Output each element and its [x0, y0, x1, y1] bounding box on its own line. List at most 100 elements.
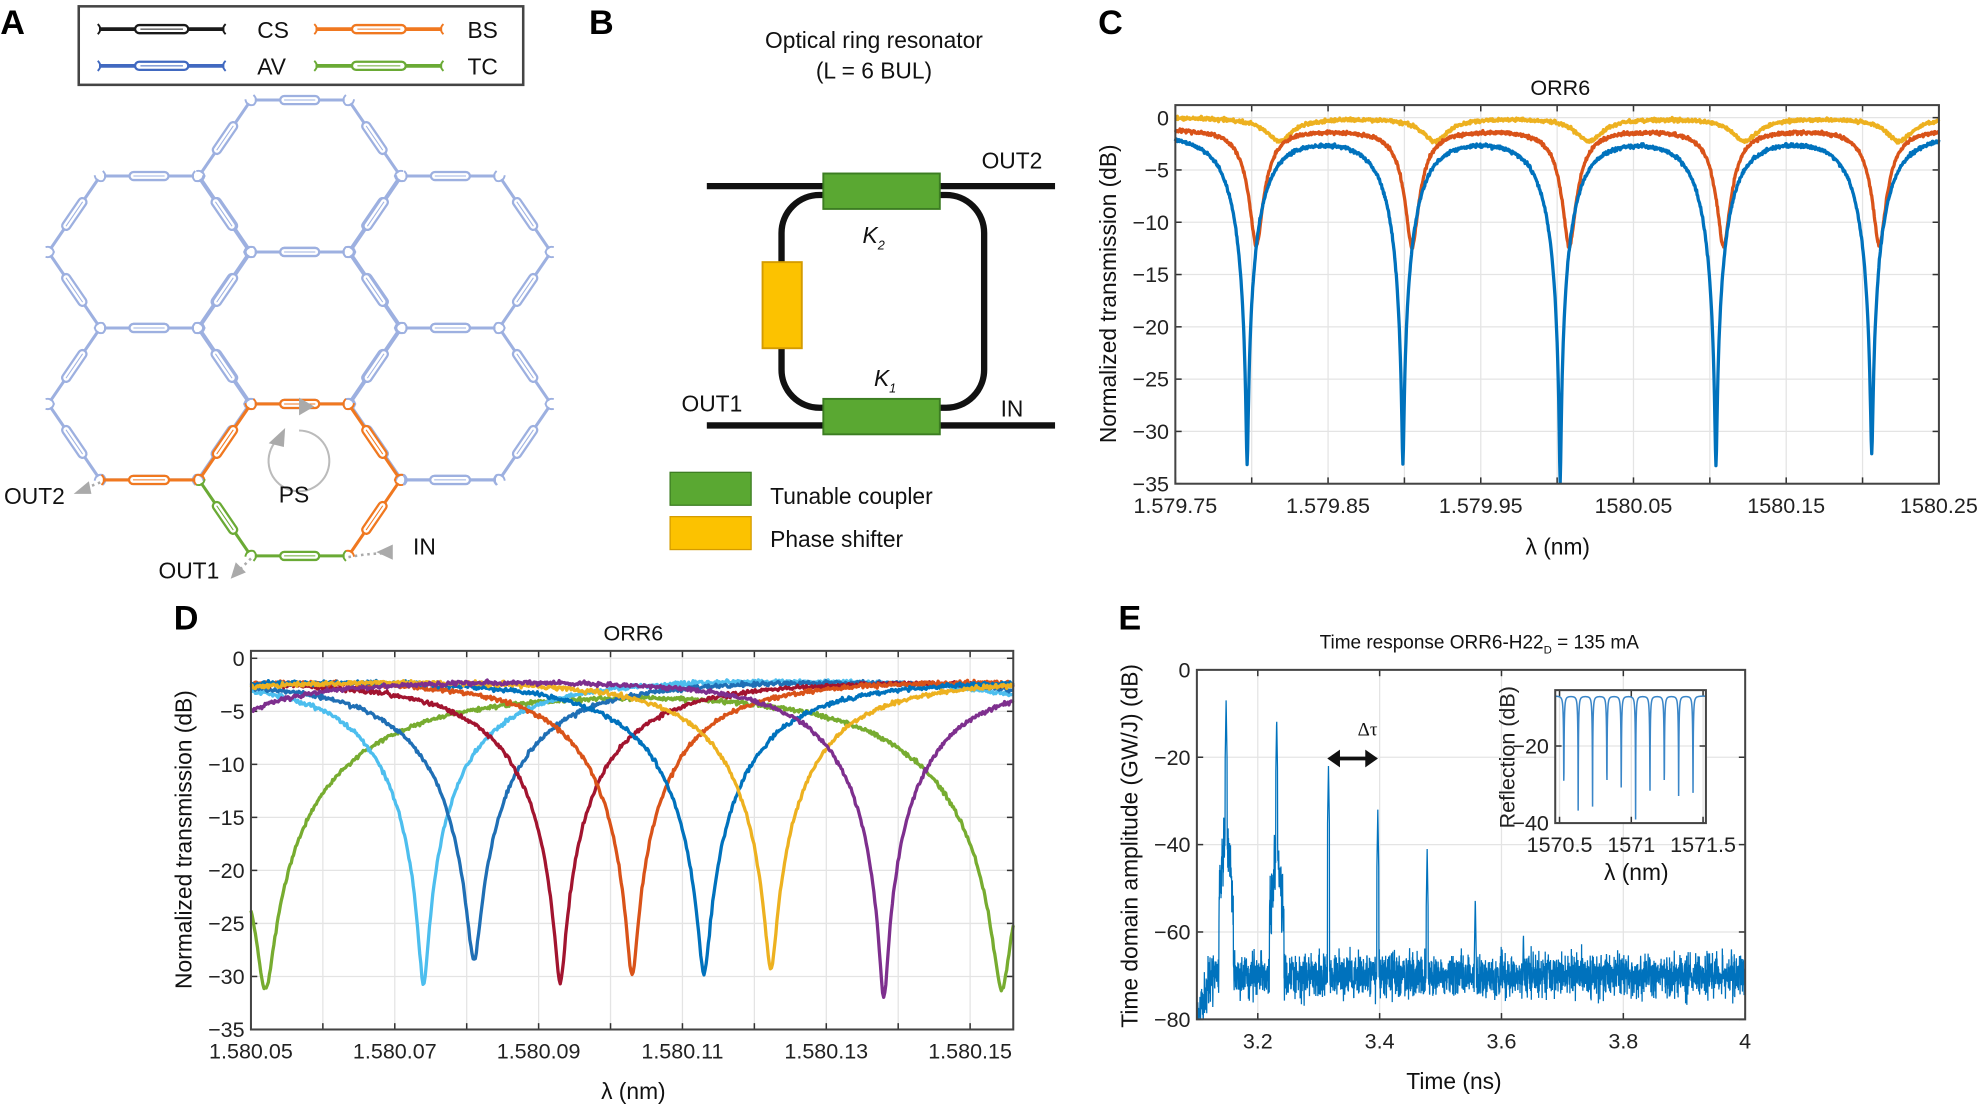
edge-terminal: [346, 326, 405, 405]
legend-label-av: AV: [257, 54, 287, 80]
in-arrow-icon: [376, 544, 393, 560]
ring-edge-tc: [196, 478, 254, 557]
lattice-edge: [403, 170, 498, 182]
time-response-line: [1196, 700, 1746, 1020]
delta-tau-annotation: Δτ: [1327, 720, 1378, 768]
chart-e-title-main: Time response ORR6-H22: [1320, 632, 1544, 653]
coupler-gap: [366, 201, 385, 227]
panel-label-a: A: [0, 4, 25, 42]
plot-frame: [1174, 104, 1940, 485]
legend-label-tc: TC: [467, 54, 497, 80]
panel-label-c: C: [1098, 4, 1123, 42]
chart-e-inset-reflection: λ (nm) Reflection (dB) 1570.5 1571 1571.5 −…: [1496, 686, 1736, 885]
out2-arrow-icon: [73, 481, 92, 494]
edge-terminal: [102, 322, 196, 334]
y-tick-label: −60: [1154, 921, 1191, 945]
lattice-edge: [194, 326, 253, 405]
circulation-arrow-icon: [267, 429, 331, 493]
hexagonal-lattice: [45, 94, 554, 562]
lattice-edge: [196, 251, 254, 329]
plot-frame: [1554, 689, 1707, 825]
x-tick-label: 1.580.09: [497, 1040, 581, 1064]
chart-d-title: ORR6: [603, 622, 663, 646]
coupler-gap: [516, 429, 534, 455]
legend-glyph-bs: [313, 23, 445, 35]
series-line-3: [1173, 137, 1941, 485]
coupler-gap: [65, 277, 84, 303]
y-tick-label: −20: [1154, 746, 1191, 770]
chart-e-xlabel: Time (ns): [1406, 1068, 1501, 1094]
lattice-edge: [102, 170, 196, 182]
x-tick-label: 1580.05: [1595, 494, 1673, 518]
lattice-edge: [403, 322, 498, 334]
x-tick-label: 3.6: [1487, 1029, 1517, 1053]
x-tick-label: 1.579.75: [1133, 494, 1217, 518]
legend-label-coupler: Tunable coupler: [770, 483, 933, 509]
delta-tau-left-arrow-icon: [1327, 749, 1340, 768]
lattice-edge: [194, 175, 253, 253]
lattice-edge: [45, 326, 104, 405]
edge-terminal: [313, 60, 445, 72]
lattice-edge: [346, 175, 405, 253]
y-tick-label: −20: [208, 859, 245, 883]
y-tick-label: −5: [1144, 159, 1169, 183]
coupler-gap: [516, 277, 534, 303]
inset-ylabel: Reflection (dB): [1496, 686, 1520, 828]
out1-arrow-icon: [230, 562, 246, 579]
ring-port-in: IN: [1001, 396, 1024, 422]
plot-area: [1555, 690, 1706, 824]
y-tick-label: −20: [1512, 735, 1549, 759]
coupler-gap: [65, 201, 84, 227]
x-tick-label: 3.8: [1608, 1029, 1638, 1053]
coupler-gap: [216, 429, 234, 455]
x-tick-label: 3.2: [1243, 1029, 1273, 1053]
ring-edge-tc: [252, 550, 347, 562]
lattice-edge: [345, 251, 404, 329]
coupler-gap: [366, 353, 385, 379]
in-arrow-line: [348, 552, 387, 559]
plot-frame: [249, 649, 1015, 1031]
lattice-edge: [45, 175, 104, 253]
x-tick-label: 1.579.85: [1286, 494, 1370, 518]
k2-symbol: K: [863, 222, 880, 248]
legend-label-cs: CS: [257, 17, 289, 43]
x-tick-label: 1580.25: [1900, 494, 1978, 518]
port-label-out2: OUT2: [4, 483, 65, 509]
chart-e-title-suffix: = 135 mA: [1552, 632, 1639, 653]
coupler-gap: [365, 125, 384, 151]
ring-edge-bs: [345, 478, 404, 557]
chart-d-tuned-transmission: ORR6 λ (nm) Normalized transmission (dB)…: [170, 622, 1015, 1104]
plot-frame: [1195, 668, 1747, 1021]
edge-terminal: [252, 246, 347, 258]
legend-swatch-coupler: [669, 471, 752, 506]
delta-tau-right-arrow-icon: [1365, 749, 1378, 768]
lattice-edge: [252, 94, 347, 106]
ring-port-out1: OUT1: [681, 391, 742, 417]
edge-terminal: [346, 175, 405, 253]
y-tick-label: −40: [1154, 833, 1191, 857]
x-tick-label: 1580.15: [1747, 494, 1825, 518]
edge-terminal: [402, 474, 498, 486]
lattice-edge: [496, 402, 554, 481]
ring-title: Optical ring resonator: [765, 27, 983, 53]
edge-terminal: [97, 23, 227, 35]
edge-terminal: [45, 326, 104, 405]
chart-e-title-subscript: D: [1544, 644, 1552, 656]
edge-terminal: [97, 60, 227, 72]
y-tick-label: 0: [233, 647, 245, 671]
lattice-edge: [45, 402, 104, 481]
lattice-edge: [102, 322, 196, 334]
chart-c-ylabel: Normalized transmission (dB): [1095, 144, 1121, 443]
x-tick-label: 1571: [1607, 833, 1655, 857]
y-tick-label: −35: [208, 1018, 245, 1042]
panel-label-d: D: [174, 599, 199, 637]
coupler-gap: [215, 201, 233, 227]
edge-terminal: [496, 402, 554, 481]
lattice-edge: [496, 251, 554, 329]
ring-port-out2: OUT2: [982, 147, 1043, 173]
legend-box: [77, 5, 525, 87]
edge-terminal: [100, 474, 198, 486]
x-tick-label: 1.580.05: [209, 1040, 293, 1064]
legend-label-bs: BS: [467, 17, 497, 43]
y-tick-label: −10: [208, 753, 245, 777]
